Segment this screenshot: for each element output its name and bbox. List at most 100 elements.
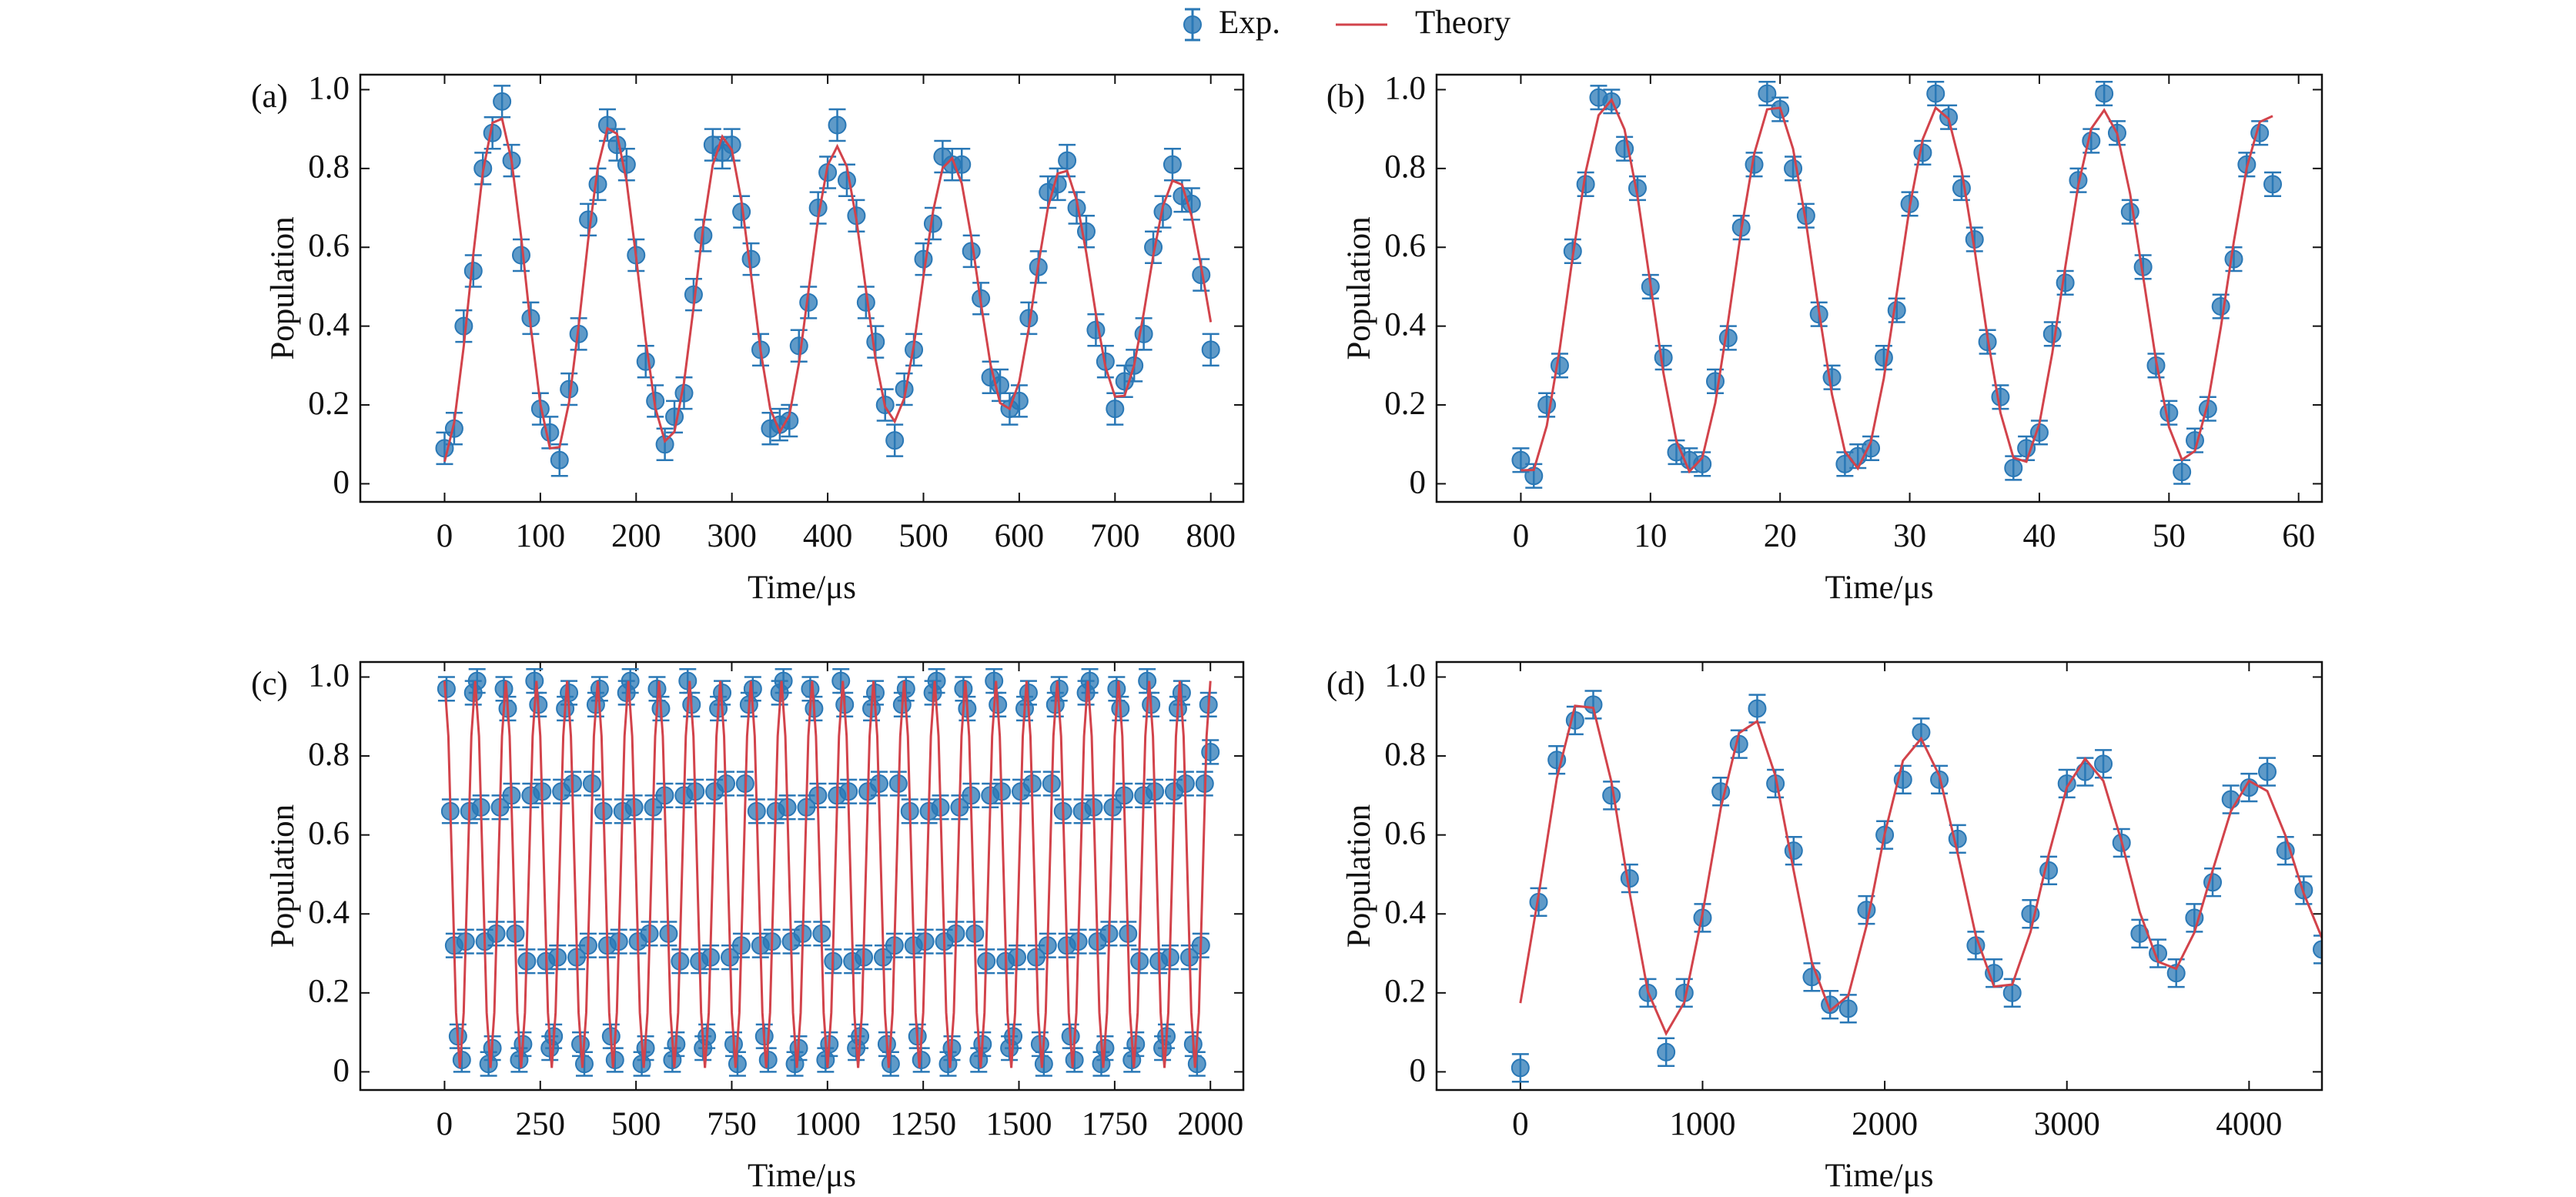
y-tick-label: 0.4 [308,307,350,343]
y-tick-label: 0.4 [1384,307,1426,343]
exp-point [2004,458,2023,477]
exp-point [1537,396,1557,415]
x-axis-label: Time/μs [748,1158,856,1194]
exp-point [621,671,640,690]
x-tick-label: 700 [1090,518,1140,554]
panel-label: (a) [251,79,288,115]
exp-point [1913,143,1932,162]
exp-point [927,671,946,690]
exp-point [774,671,793,690]
x-tick-label: 250 [516,1106,566,1142]
exp-point [2002,983,2022,1002]
exp-point [2056,273,2075,293]
exp-point [636,352,655,371]
x-tick-label: 0 [437,1106,453,1142]
x-tick-label: 3000 [2034,1106,2100,1142]
exp-point [885,431,905,450]
x-tick-label: 50 [2153,518,2186,554]
exp-point [1092,1055,1111,1074]
exp-point [2042,324,2062,343]
exp-point [1201,742,1220,761]
legend-label: Theory [1415,5,1511,41]
x-tick-label: 1000 [795,1106,861,1142]
exp-point [1058,151,1077,170]
exp-point [493,92,512,111]
x-tick-label: 400 [803,518,853,554]
panel: 0 0.2 0.4 0.6 0.8 1.0 0 10 20 30 40 50 60 Time/μs Popu… [1326,70,2323,606]
exp-point [2185,431,2204,450]
exp-point [2211,297,2230,316]
x-tick-label: 60 [2282,518,2315,554]
y-tick-label: 0.8 [1384,737,1426,773]
theory-line [443,117,1213,463]
exp-point [1887,301,1906,320]
exp-point [831,671,851,690]
x-axis-label: Time/μs [1825,1158,1934,1194]
exp-point [1948,829,1967,848]
x-tick-label: 750 [707,1106,757,1142]
x-tick-label: 800 [1186,518,1236,554]
exp-point [1654,348,1673,367]
exp-point [2166,964,2186,983]
x-axis-label: Time/μs [1825,570,1934,606]
x-tick-label: 40 [2022,518,2056,554]
x-tick-label: 0 [1513,518,1530,554]
exp-point [1838,999,1858,1018]
panel-label: (d) [1326,666,1365,702]
exp-point [1584,695,1603,714]
x-tick-label: 200 [611,518,661,554]
exp-point [655,435,674,454]
exp-point [1620,869,1639,888]
exp-point [938,1055,958,1074]
x-tick-label: 0 [1512,1106,1529,1142]
exp-point [540,423,560,442]
exp-point [1201,340,1220,359]
exp-point [1602,786,1621,805]
exp-point [1034,1055,1053,1074]
exp-point [2173,463,2192,482]
exp-point [1857,901,1876,920]
exp-point [881,1055,900,1074]
theory-line [1521,97,2273,474]
y-tick-label: 0 [1410,464,1427,500]
exp-point [1748,699,1767,718]
exp-point [2120,202,2139,222]
exp-point [2224,249,2243,269]
exp-point [1926,84,1945,103]
exp-point [837,171,856,190]
exp-point [952,155,972,174]
x-tick-label: 500 [898,518,948,554]
x-tick-label: 20 [1764,518,1797,554]
exp-point [1511,450,1531,470]
exp-point [1939,108,1959,127]
exp-point [866,333,885,352]
exp-point [574,1055,594,1074]
exp-point [1080,671,1099,690]
y-tick-label: 0.4 [1384,894,1426,931]
axes-frame [359,73,1245,503]
exp-point [1187,1055,1206,1074]
exp-point [550,450,569,470]
exp-point [467,671,487,690]
panel: 0 0.2 0.4 0.6 0.8 1.0 0 100 200 300 400 500 600 700 80… [251,70,1245,606]
exp-point [579,210,598,229]
exp-point [789,336,808,356]
y-axis-label: Population [1341,804,1377,948]
exp-point [741,249,761,269]
exp-point [1138,671,1157,690]
y-tick-label: 0.2 [1384,386,1426,422]
y-tick-label: 0.4 [308,894,350,931]
exp-point [828,115,847,135]
x-axis-label: Time/μs [748,570,856,606]
x-tick-label: 4000 [2216,1106,2282,1142]
exp-point [2258,762,2277,781]
y-tick-label: 0.2 [308,386,350,422]
exp-point [1657,1042,1676,1062]
x-tick-label: 1750 [1082,1106,1148,1142]
exp-point [914,249,933,269]
exp-point [2263,175,2283,194]
y-tick-label: 0.2 [308,974,350,1010]
exp-point [1550,356,1569,375]
exp-point [2313,940,2322,959]
exp-point [1758,84,1777,103]
